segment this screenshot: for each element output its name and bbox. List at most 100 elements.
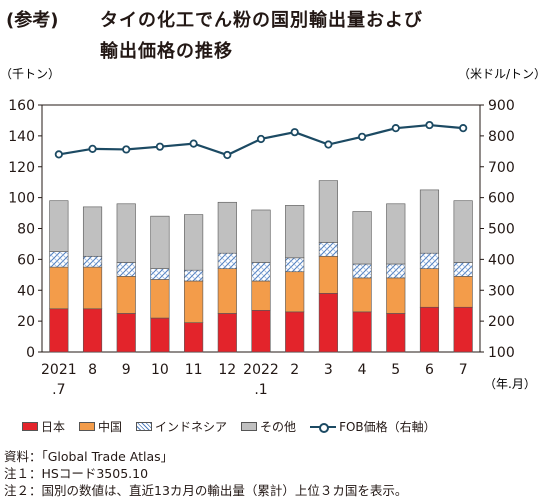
fob-point <box>223 150 232 160</box>
x-tick-label: 12 <box>218 362 236 378</box>
bar-china <box>116 276 136 314</box>
bar-japan <box>217 313 237 353</box>
x-tick-label: 3 <box>324 362 333 378</box>
x-tick-label: 7 <box>459 362 468 378</box>
bar-indonesia <box>217 252 237 269</box>
legend-item-japan: 日本 <box>22 418 65 435</box>
bar-japan <box>318 293 338 353</box>
bar-japan <box>49 308 69 353</box>
bar-other <box>453 200 473 263</box>
bar-other <box>419 189 440 254</box>
fob-point <box>324 140 333 149</box>
bar-other <box>49 200 69 252</box>
legend-label-other: その他 <box>260 420 297 434</box>
y2-tick-label: 300 <box>488 283 515 299</box>
fob-point <box>54 150 63 159</box>
bar-other <box>82 206 103 257</box>
x-tick-label: 2022 <box>243 362 279 378</box>
fob-point <box>459 124 468 133</box>
y-tick-label: 140 <box>8 129 35 145</box>
y-axis-label: （千トン） <box>0 67 60 81</box>
export-chart: （千トン） （米ドル/トン） 0 20 40 60 80 100 120 140 160 100 2… <box>0 67 546 398</box>
bar-japan <box>150 317 170 353</box>
fob-point <box>88 144 97 153</box>
bar-china <box>419 268 440 308</box>
legend-item-fob: FOB価格（右軸） <box>310 418 436 435</box>
bar-indonesia <box>82 255 103 268</box>
bar-indonesia <box>251 262 271 282</box>
legend-label-fob: FOB価格（右軸） <box>339 420 436 434</box>
bar-japan <box>116 313 136 353</box>
x-tick-label: 2021 <box>41 362 77 378</box>
x-tick-label: .7 <box>52 382 65 398</box>
legend-swatch-fob <box>310 422 337 433</box>
y2-tick-label: 600 <box>488 191 515 207</box>
legend-swatch-japan <box>22 422 38 431</box>
fob-point <box>425 120 434 130</box>
y-tick-label: 0 <box>26 345 35 361</box>
bar-japan <box>184 322 204 353</box>
legend-label-china: 中国 <box>98 420 123 434</box>
bar-china <box>49 266 69 310</box>
bar-indonesia <box>49 251 69 268</box>
legend-item-other: その他 <box>241 418 296 435</box>
bar-china <box>150 279 170 319</box>
chart-title-line2: 輸出価格の推移 <box>100 41 233 62</box>
fob-point <box>189 139 198 148</box>
footnote-2: 注２：国別の数値は、直近13カ月の輸出量（累計）上位３カ国を表示。 <box>4 483 408 498</box>
fob-point <box>290 128 299 137</box>
bar-other <box>116 203 136 263</box>
bar-china <box>251 280 271 311</box>
bar-china <box>184 280 204 323</box>
bar-japan <box>453 306 473 353</box>
bar-indonesia <box>318 242 338 257</box>
y2-axis-label: （米ドル/トン） <box>458 67 546 81</box>
bar-indonesia <box>386 263 406 279</box>
bar-china <box>386 277 406 314</box>
fob-point <box>122 145 131 154</box>
legend-label-japan: 日本 <box>41 420 66 434</box>
x-tick-label: 8 <box>88 362 97 378</box>
bar-japan <box>352 311 372 353</box>
x-tick-label: 6 <box>425 362 434 378</box>
fob-point <box>155 142 165 151</box>
bar-china <box>352 277 372 313</box>
bar-other <box>184 214 204 271</box>
x-tick-label: 9 <box>122 362 131 378</box>
x-tick-label: 5 <box>391 362 400 378</box>
bar-japan <box>285 311 305 353</box>
bar-other <box>150 215 170 269</box>
y-tick-label: 160 <box>8 98 35 114</box>
bar-other <box>285 205 305 259</box>
legend-item-china: 中国 <box>79 418 122 435</box>
bar-japan <box>419 306 440 353</box>
bar-other <box>386 203 406 265</box>
y2-tick-label: 500 <box>488 222 515 238</box>
y2-tick-label: 100 <box>488 345 515 361</box>
y2-tick-label: 200 <box>488 314 515 330</box>
y-tick-label: 40 <box>17 283 35 299</box>
bar-japan <box>251 310 271 353</box>
x-tick-label: 4 <box>358 362 367 378</box>
legend-label-indonesia: インドネシア <box>155 420 228 434</box>
footnotes: 資料：「Global Trade Atlas」 注１：HSコード3505.10 … <box>4 448 407 499</box>
bar-indonesia <box>184 269 204 282</box>
bar-china <box>82 266 103 310</box>
y2-tick-label: 800 <box>488 129 515 145</box>
bar-other <box>251 209 271 263</box>
bar-indonesia <box>285 257 305 273</box>
bar-japan <box>82 308 103 353</box>
bar-other <box>318 180 338 243</box>
bar-china <box>318 255 338 294</box>
x-tick-label: .1 <box>254 382 267 398</box>
bar-china <box>453 276 473 308</box>
legend-swatch-china <box>79 422 96 431</box>
fob-point <box>391 124 400 133</box>
y-tick-label: 20 <box>17 314 35 330</box>
x-tick-label: 11 <box>185 362 203 378</box>
bar-china <box>285 271 305 313</box>
bar-indonesia <box>352 263 372 279</box>
legend-swatch-other <box>241 422 258 431</box>
bar-indonesia <box>116 262 136 277</box>
bar-china <box>217 268 237 314</box>
